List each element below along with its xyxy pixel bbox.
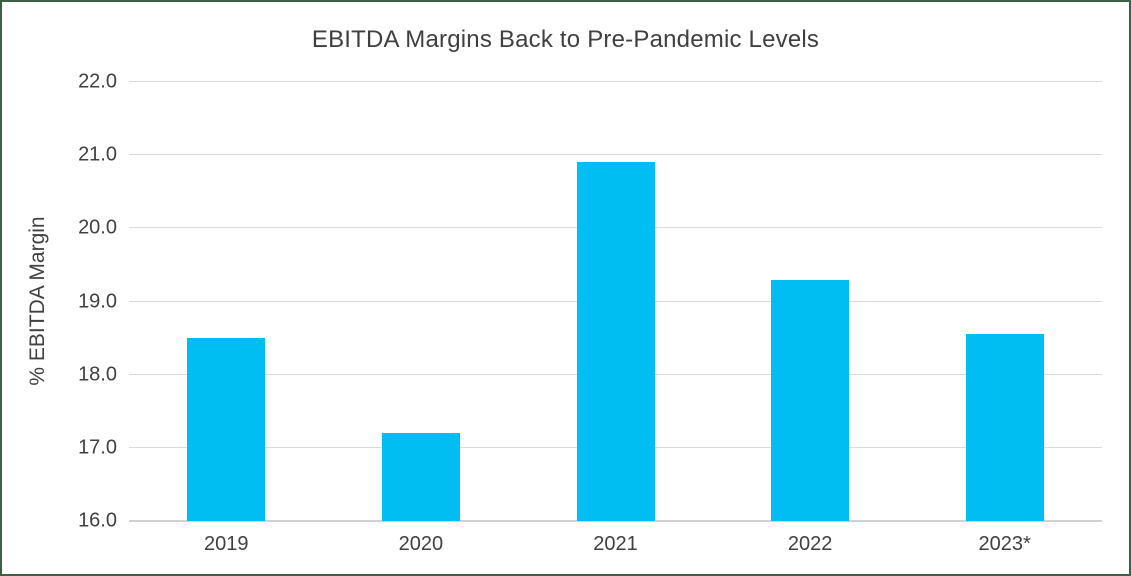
x-axis-labels: 2019 2020 2021 2022 2023* [129,533,1102,559]
y-tick-label: 18.0 [78,363,117,386]
x-axis-label-2023: 2023* [978,533,1031,555]
chart-title: EBITDA Margins Back to Pre-Pandemic Leve… [311,26,820,53]
bar-2020 [381,433,460,521]
x-axis-label-2022: 2022 [787,533,833,555]
x-axis-label-2020: 2020 [398,533,444,555]
y-tick-label: 19.0 [78,290,117,312]
y-tick-label: 16.0 [78,509,117,532]
y-tick-label: 17.0 [78,436,117,459]
plot-area [129,81,1102,522]
y-tick-label: 21.0 [78,143,117,166]
bar-2023 [965,334,1044,521]
bar-2019 [187,338,266,521]
y-tick-label: 20.0 [78,216,117,239]
gridline [129,154,1102,156]
gridline [129,81,1102,82]
x-axis-line [129,520,1102,522]
bar-2022 [771,279,850,521]
x-axis-label-2021: 2021 [593,533,638,555]
y-axis-ticks: 16.0 17.0 18.0 19.0 20.0 21.0 22.0 [2,71,117,532]
x-axis-label-2019: 2019 [204,533,249,555]
y-tick-label: 22.0 [78,70,117,93]
bar-2021 [576,162,655,521]
